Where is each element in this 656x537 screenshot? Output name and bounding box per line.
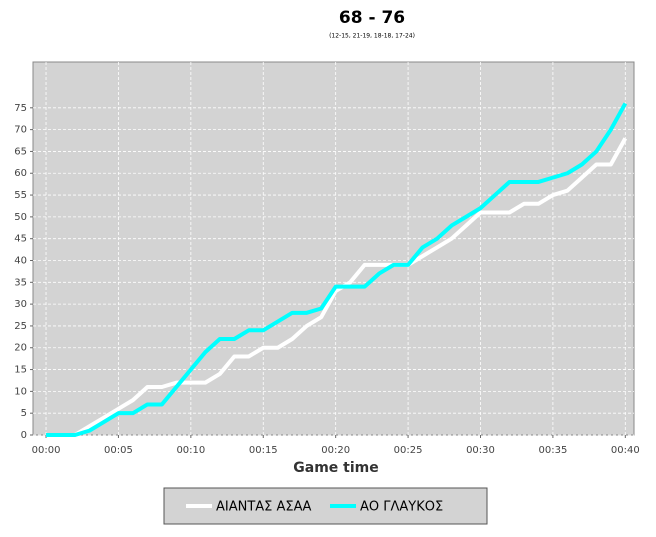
x-tick-label: 00:15: [249, 445, 278, 456]
legend-label: ΑΙΑΝΤΑΣ ΑΣΑΑ: [216, 500, 312, 515]
x-tick-label: 00:10: [176, 445, 205, 456]
x-tick-label: 00:00: [32, 445, 61, 456]
legend: [163, 487, 488, 525]
y-tick-label: 45: [14, 234, 27, 245]
y-tick-label: 20: [14, 343, 27, 354]
y-tick-label: 70: [14, 125, 27, 136]
x-tick-label: 00:35: [538, 445, 567, 456]
y-tick-label: 0: [21, 430, 27, 441]
x-axis-label: Game time: [293, 460, 378, 476]
y-tick-label: 65: [14, 146, 27, 157]
x-tick-label: 00:40: [611, 445, 640, 456]
y-tick-label: 30: [14, 299, 27, 310]
y-tick-label: 25: [14, 321, 27, 332]
y-tick-label: 15: [14, 365, 27, 376]
y-tick-label: 50: [14, 212, 27, 223]
y-tick-label: 40: [14, 255, 27, 266]
legend-label: ΑΟ ΓΛΑΥΚΟΣ: [360, 500, 443, 515]
series-line: [46, 137, 628, 437]
x-tick-label: 00:05: [104, 445, 133, 456]
y-tick-label: 55: [14, 190, 27, 201]
x-tick-label: 00:20: [321, 445, 350, 456]
y-tick-label: 10: [14, 386, 27, 397]
series-line: [46, 102, 628, 437]
x-tick-label: 00:25: [394, 445, 423, 456]
y-tick-label: 60: [14, 168, 27, 179]
plot-area: [32, 61, 635, 436]
chart-title: 68 - 76: [339, 8, 405, 28]
chart-subtitle: (12-15, 21-19, 18-18, 17-24): [329, 33, 415, 40]
y-tick-label: 5: [21, 408, 27, 419]
y-tick-label: 75: [14, 103, 27, 114]
y-tick-label: 35: [14, 277, 27, 288]
x-tick-label: 00:30: [466, 445, 495, 456]
